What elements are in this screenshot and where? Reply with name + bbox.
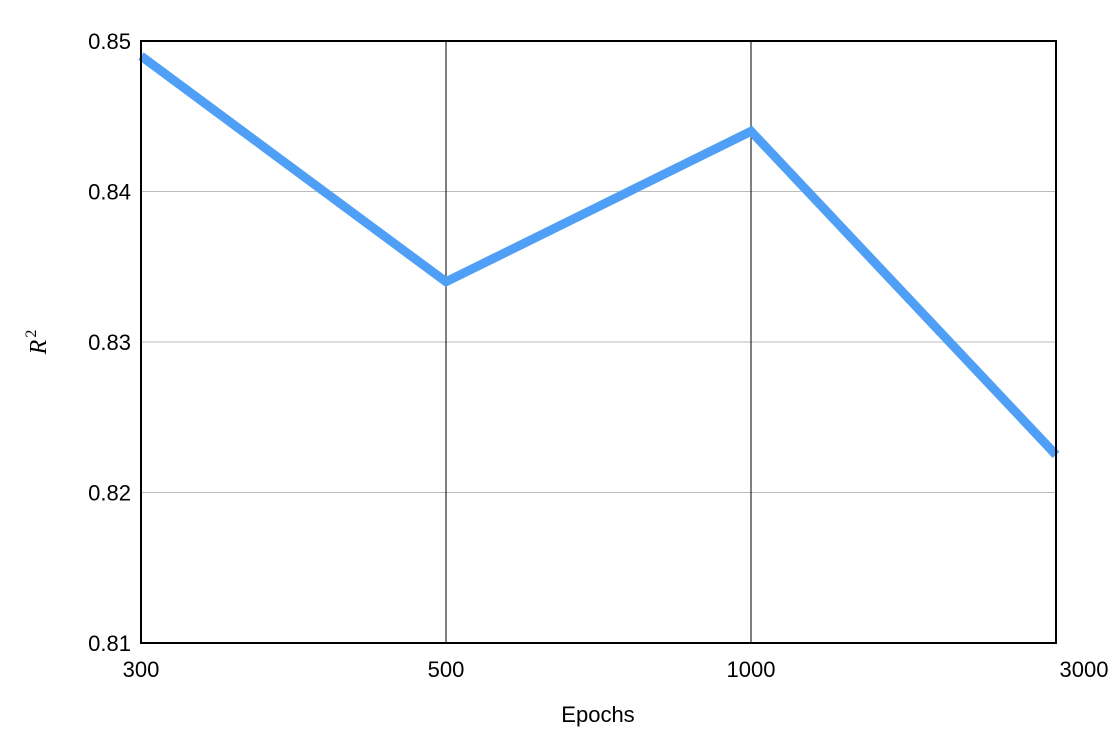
x-tick-labels: 300 500 1000 3000 bbox=[123, 657, 1109, 682]
plot-frame bbox=[140, 40, 1057, 644]
y-axis-title: R2 bbox=[23, 330, 52, 356]
y-axis-title-base: R bbox=[26, 339, 52, 355]
series-line-0 bbox=[138, 52, 1060, 458]
x-tick-label-1: 500 bbox=[428, 657, 465, 682]
y-tick-label-1: 0.82 bbox=[88, 481, 131, 506]
y-tick-label-3: 0.84 bbox=[88, 180, 131, 205]
y-tick-label-0: 0.81 bbox=[88, 631, 131, 656]
x-tick-label-3: 3000 bbox=[1060, 657, 1109, 682]
y-tick-label-2: 0.83 bbox=[88, 330, 131, 355]
x-tick-label-0: 300 bbox=[123, 657, 160, 682]
series-layer bbox=[138, 52, 1060, 458]
grid-lines bbox=[141, 41, 1056, 643]
y-tick-labels: 0.81 0.82 0.83 0.84 0.85 bbox=[88, 29, 131, 656]
x-axis-title: Epochs bbox=[561, 702, 634, 727]
x-tick-label-2: 1000 bbox=[727, 657, 776, 682]
y-axis-title-superscript: 2 bbox=[23, 330, 40, 338]
y-tick-label-4: 0.85 bbox=[88, 29, 131, 54]
